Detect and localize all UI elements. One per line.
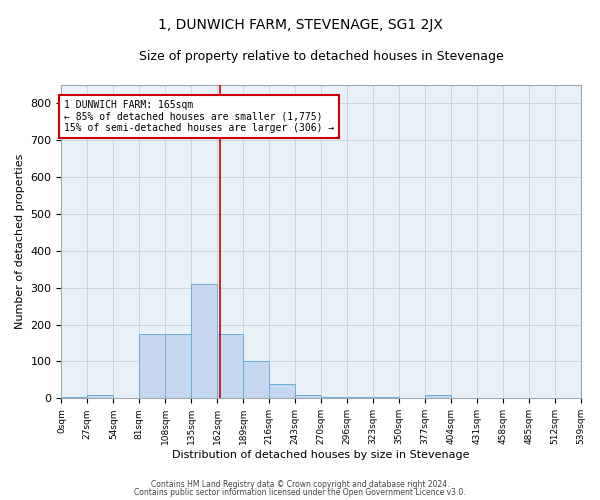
Bar [295, 394, 321, 398]
Bar [217, 334, 243, 398]
Bar [373, 396, 399, 398]
Text: Contains HM Land Registry data © Crown copyright and database right 2024.: Contains HM Land Registry data © Crown c… [151, 480, 449, 489]
Bar [269, 384, 295, 398]
Text: 1, DUNWICH FARM, STEVENAGE, SG1 2JX: 1, DUNWICH FARM, STEVENAGE, SG1 2JX [158, 18, 442, 32]
Bar [139, 334, 165, 398]
Bar [321, 396, 347, 398]
Bar [243, 362, 269, 399]
Text: Contains public sector information licensed under the Open Government Licence v3: Contains public sector information licen… [134, 488, 466, 497]
Bar [191, 284, 217, 399]
Bar [425, 396, 451, 398]
Bar [61, 396, 88, 398]
X-axis label: Distribution of detached houses by size in Stevenage: Distribution of detached houses by size … [172, 450, 470, 460]
Bar [88, 394, 113, 398]
Text: 1 DUNWICH FARM: 165sqm
← 85% of detached houses are smaller (1,775)
15% of semi-: 1 DUNWICH FARM: 165sqm ← 85% of detached… [64, 100, 335, 133]
Y-axis label: Number of detached properties: Number of detached properties [15, 154, 25, 330]
Title: Size of property relative to detached houses in Stevenage: Size of property relative to detached ho… [139, 50, 503, 63]
Bar [165, 334, 191, 398]
Bar [347, 396, 373, 398]
